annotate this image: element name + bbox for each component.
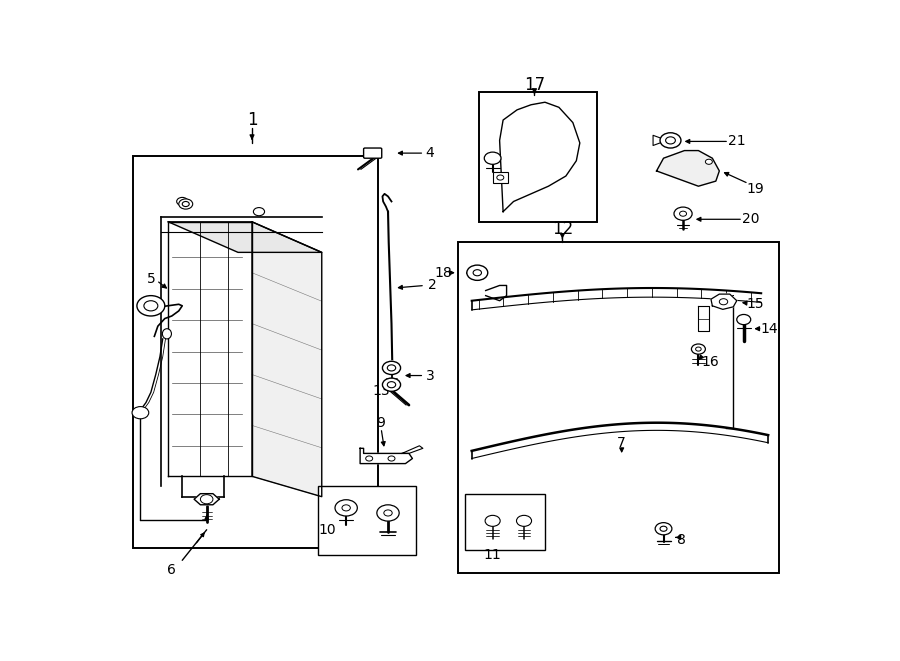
- Text: 19: 19: [747, 182, 764, 196]
- Text: 13: 13: [373, 384, 390, 398]
- Text: 11: 11: [484, 548, 501, 563]
- Circle shape: [382, 378, 400, 391]
- Circle shape: [706, 159, 712, 165]
- Circle shape: [365, 456, 373, 461]
- Polygon shape: [252, 222, 322, 496]
- Text: 17: 17: [524, 77, 545, 95]
- Circle shape: [655, 523, 672, 535]
- Bar: [479, 92, 598, 222]
- Polygon shape: [360, 448, 412, 463]
- Circle shape: [383, 510, 392, 516]
- Text: 6: 6: [167, 563, 176, 578]
- Ellipse shape: [162, 329, 171, 339]
- Text: 9: 9: [376, 416, 385, 430]
- Polygon shape: [711, 294, 737, 309]
- Circle shape: [388, 456, 395, 461]
- Polygon shape: [194, 494, 220, 505]
- Circle shape: [674, 207, 692, 220]
- Bar: [133, 156, 377, 547]
- Text: 8: 8: [677, 533, 686, 547]
- Circle shape: [666, 137, 675, 144]
- Circle shape: [179, 199, 193, 209]
- Text: 1: 1: [247, 111, 257, 129]
- Circle shape: [467, 265, 488, 280]
- Polygon shape: [402, 446, 423, 453]
- Circle shape: [473, 270, 482, 276]
- Circle shape: [497, 175, 504, 180]
- Circle shape: [176, 198, 188, 206]
- Text: 16: 16: [702, 355, 720, 369]
- Text: 14: 14: [760, 322, 778, 336]
- Circle shape: [137, 295, 165, 316]
- Text: 18: 18: [434, 266, 452, 280]
- Circle shape: [382, 362, 400, 375]
- Text: 5: 5: [147, 272, 155, 286]
- Circle shape: [335, 500, 357, 516]
- Text: 4: 4: [426, 146, 434, 160]
- Circle shape: [660, 526, 667, 531]
- Circle shape: [517, 516, 532, 526]
- Circle shape: [254, 208, 265, 215]
- Circle shape: [342, 505, 350, 511]
- Text: 15: 15: [747, 297, 764, 311]
- Circle shape: [144, 301, 158, 311]
- Circle shape: [484, 152, 501, 165]
- Bar: [492, 173, 508, 182]
- Circle shape: [377, 505, 400, 521]
- FancyBboxPatch shape: [364, 148, 382, 158]
- Bar: [464, 494, 545, 550]
- Text: 10: 10: [319, 523, 336, 537]
- Circle shape: [737, 315, 751, 325]
- Circle shape: [680, 211, 687, 216]
- Circle shape: [387, 381, 396, 388]
- Circle shape: [719, 299, 728, 305]
- Text: 7: 7: [617, 436, 626, 450]
- Circle shape: [201, 494, 213, 504]
- Text: 12: 12: [552, 221, 573, 239]
- Circle shape: [132, 407, 148, 419]
- Bar: [319, 486, 416, 555]
- Bar: [458, 242, 778, 573]
- Circle shape: [660, 133, 681, 148]
- Text: 20: 20: [742, 212, 760, 226]
- Circle shape: [696, 347, 701, 351]
- Circle shape: [691, 344, 706, 354]
- Circle shape: [182, 202, 189, 207]
- Text: 21: 21: [728, 134, 745, 149]
- Circle shape: [485, 516, 500, 526]
- Circle shape: [387, 365, 396, 371]
- Text: 3: 3: [426, 369, 434, 383]
- Polygon shape: [168, 222, 322, 253]
- Polygon shape: [657, 151, 719, 186]
- Text: 2: 2: [428, 278, 436, 292]
